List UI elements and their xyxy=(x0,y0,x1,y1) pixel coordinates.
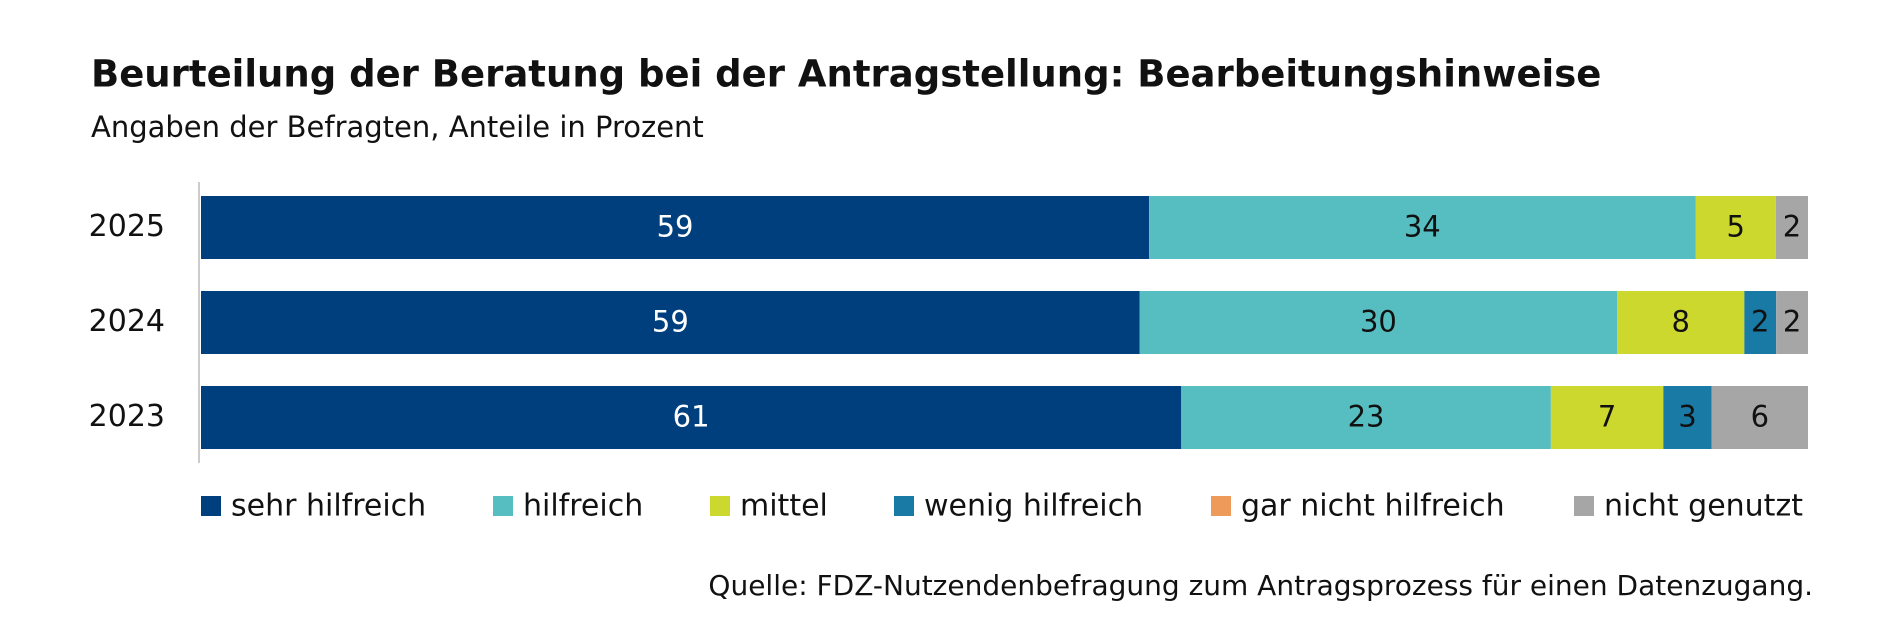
legend-swatch xyxy=(493,496,513,516)
bar-segment xyxy=(1149,196,1696,259)
chart-title: Beurteilung der Beratung bei der Antrags… xyxy=(91,53,1601,96)
value-label: 2 xyxy=(1783,210,1801,244)
legend-label: nicht genutzt xyxy=(1604,489,1803,524)
source: Quelle: FDZ-Nutzendenbefragung zum Antra… xyxy=(708,569,1813,602)
value-label: 3 xyxy=(1678,400,1696,434)
value-label: 23 xyxy=(1348,400,1385,434)
value-label: 59 xyxy=(657,210,694,244)
bar-segment xyxy=(1617,291,1745,354)
bar-segment xyxy=(201,386,1182,449)
bar-segment xyxy=(1775,196,1808,259)
bar-segment xyxy=(1711,386,1808,449)
value-label: 34 xyxy=(1404,210,1441,244)
value-label: 8 xyxy=(1671,305,1689,339)
legend-label: hilfreich xyxy=(523,489,643,524)
bar-segment xyxy=(1139,291,1618,354)
bar-segment xyxy=(201,196,1150,259)
y-tick-label: 2024 xyxy=(89,304,165,339)
y-tick-label: 2025 xyxy=(89,209,165,244)
value-label: 2 xyxy=(1783,305,1801,339)
bar-segment xyxy=(1550,386,1664,449)
bar-segment xyxy=(1663,386,1712,449)
legend-swatch xyxy=(710,496,730,516)
bar-segment xyxy=(1181,386,1551,449)
bar-segment xyxy=(1695,196,1776,259)
bar-segment xyxy=(201,291,1140,354)
value-label: 6 xyxy=(1751,400,1769,434)
legend-swatch xyxy=(894,496,914,516)
value-label: 7 xyxy=(1598,400,1616,434)
y-tick-label: 2023 xyxy=(89,399,165,434)
bar-segment xyxy=(1744,291,1777,354)
legend-swatch xyxy=(1574,496,1594,516)
legend-label: mittel xyxy=(740,489,828,524)
legend-label: wenig hilfreich xyxy=(924,489,1143,524)
chart-subtitle: Angaben der Befragten, Anteile in Prozen… xyxy=(91,110,704,144)
legend-label: sehr hilfreich xyxy=(231,489,426,524)
value-label: 30 xyxy=(1360,305,1397,339)
value-label: 2 xyxy=(1751,305,1769,339)
legend-swatch xyxy=(201,496,221,516)
value-label: 61 xyxy=(673,400,710,434)
legend-label: gar nicht hilfreich xyxy=(1241,489,1505,524)
value-label: 59 xyxy=(652,305,689,339)
bar-segment xyxy=(1776,291,1808,354)
value-label: 5 xyxy=(1726,210,1744,244)
legend-swatch xyxy=(1211,496,1231,516)
